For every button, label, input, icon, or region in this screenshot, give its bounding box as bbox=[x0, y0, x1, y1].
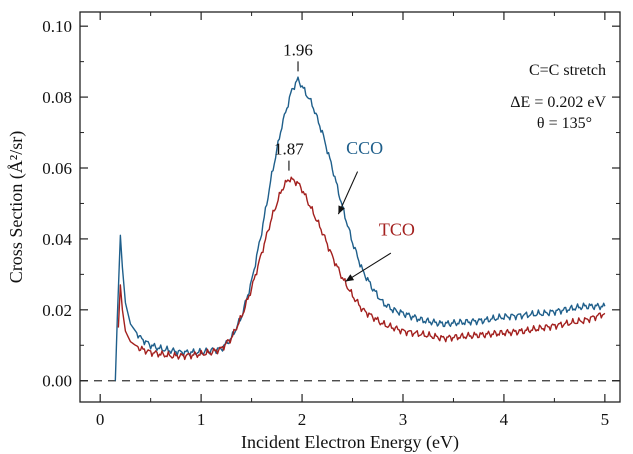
series-line-tco bbox=[117, 176, 606, 361]
x-tick-label: 4 bbox=[500, 410, 509, 429]
mode-label: C=C stretch bbox=[529, 62, 606, 79]
x-tick-label: 0 bbox=[96, 410, 105, 429]
y-tick-label: 0.06 bbox=[42, 159, 72, 178]
series-arrow-head bbox=[338, 205, 345, 215]
x-tick-label: 2 bbox=[298, 410, 307, 429]
y-tick-label: 0.08 bbox=[42, 88, 72, 107]
y-tick-label: 0.04 bbox=[42, 230, 72, 249]
series-arrow-line bbox=[345, 252, 392, 282]
series-label-tco: TCO bbox=[379, 219, 415, 239]
x-ticks: 0 1 2 3 4 5 bbox=[96, 12, 609, 429]
y-tick-label: 0.00 bbox=[42, 372, 72, 391]
y-axis-title: Cross Section (Å²/sr) bbox=[6, 131, 27, 283]
peak-label-tco: 1.87 bbox=[274, 140, 304, 159]
delta-e-label: ΔE = 0.202 eV bbox=[510, 94, 606, 111]
y-ticks: 0.00 0.02 0.04 0.06 0.08 0.10 bbox=[42, 17, 620, 391]
series-arrow-head bbox=[345, 274, 355, 282]
y-tick-label: 0.10 bbox=[42, 17, 72, 36]
x-tick-label: 5 bbox=[601, 410, 610, 429]
series-line-cco bbox=[114, 76, 606, 381]
theta-label: θ = 135° bbox=[537, 115, 592, 132]
x-axis-title: Incident Electron Energy (eV) bbox=[241, 432, 459, 453]
series-lines: 1.96 CCO 1.87 TCO bbox=[114, 40, 606, 381]
peak-label-cco: 1.96 bbox=[283, 40, 313, 59]
series-label-cco: CCO bbox=[346, 138, 383, 158]
y-tick-label: 0.02 bbox=[42, 301, 72, 320]
annotations: C=C stretch ΔE = 0.202 eV θ = 135° bbox=[510, 62, 606, 132]
x-tick-label: 1 bbox=[197, 410, 206, 429]
plot-frame bbox=[79, 11, 621, 403]
x-tick-label: 3 bbox=[399, 410, 408, 429]
